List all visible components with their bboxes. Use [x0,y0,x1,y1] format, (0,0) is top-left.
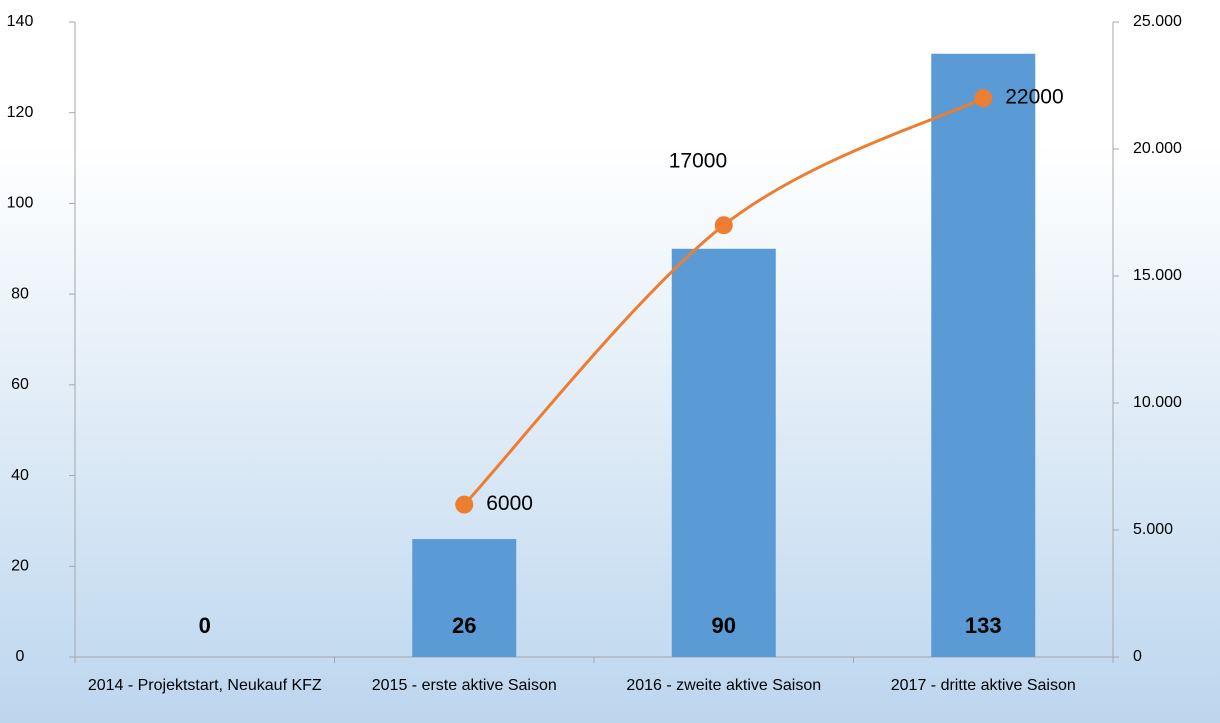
y-tick-label: 80 [11,285,29,302]
y2-tick-label: 5.000 [1133,521,1173,538]
bar [931,53,1036,657]
y2-tick-label: 10.000 [1133,394,1182,411]
y-tick-label: 40 [11,467,29,484]
y-tick-label: 100 [7,195,34,212]
bar-value-label: 133 [965,613,1002,638]
line-value-label: 6000 [486,492,533,515]
x-tick-label: 2015 - erste aktive Saison [371,677,557,694]
bar-value-label: 0 [199,613,211,638]
y2-tick-label: 0 [1133,648,1142,665]
line-value-label: 22000 [1005,86,1063,109]
x-tick-label: 2014 - Projektstart, Neukauf KFZ [87,677,322,694]
y-tick-label: 140 [7,13,34,30]
bar [412,539,517,657]
x-tick-label: 2016 - zweite aktive Saison [626,677,822,694]
line-point [455,495,474,514]
y2-tick-label: 15.000 [1133,267,1182,284]
bar-value-label: 26 [452,613,476,638]
line-point [974,89,993,108]
line-point [714,216,733,235]
y2-tick-label: 20.000 [1133,140,1182,157]
y-tick-label: 20 [11,558,29,575]
y2-tick-label: 25.000 [1133,13,1182,30]
bar-value-label: 90 [712,613,736,638]
line-value-label: 17000 [669,150,727,173]
y-tick-label: 0 [16,648,25,665]
y-tick-label: 60 [11,376,29,393]
y-tick-label: 120 [7,104,34,121]
x-tick-label: 2017 - dritte aktive Saison [890,677,1076,694]
bar [671,248,776,658]
